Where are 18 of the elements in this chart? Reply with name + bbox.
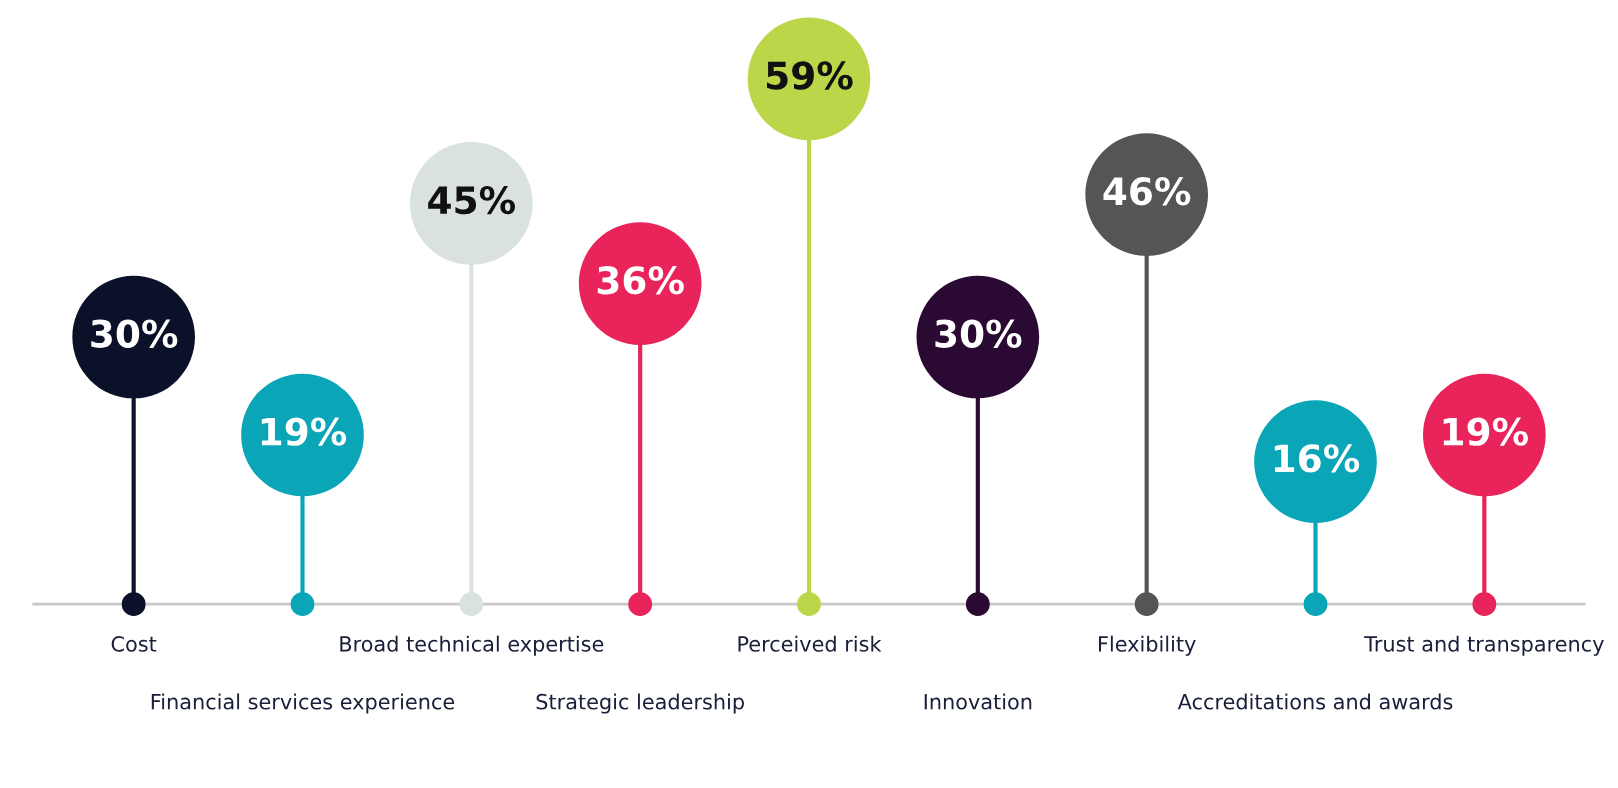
category-label: Trust and transparency [1364,635,1604,656]
category-label: Innovation [924,693,1032,710]
data-label: 19% [1443,417,1529,446]
category-label: Perceived risk [738,635,882,652]
data-label: 45% [428,185,516,215]
category-label: Financial services experience [151,693,455,714]
data-label: 59% [767,61,853,90]
category-label: Accreditations and awards [1177,693,1453,710]
data-label: 30% [91,319,178,348]
data-label: 16% [1274,444,1360,473]
data-label: 36% [597,266,684,295]
category-label: Strategic leadership [536,693,744,714]
data-label: 19% [261,417,347,446]
data-label: 30% [935,319,1022,348]
category-label: Broad technical expertise [340,635,604,656]
data-label: 46% [1103,177,1191,206]
category-label: Cost [111,636,157,652]
category-label: Flexibility [1099,635,1196,656]
